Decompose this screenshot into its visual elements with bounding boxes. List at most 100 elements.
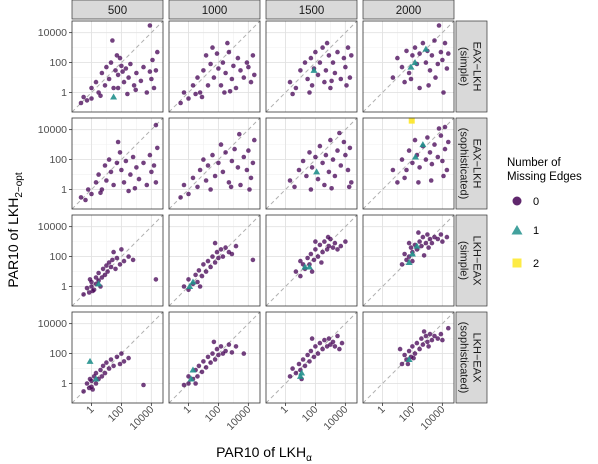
data-point <box>193 91 198 97</box>
data-point <box>110 38 115 43</box>
data-point <box>241 154 247 160</box>
data-point <box>199 369 205 375</box>
data-point <box>404 257 409 263</box>
data-point-missing-1 <box>310 66 318 73</box>
data-point <box>420 40 426 46</box>
data-point <box>203 53 209 58</box>
data-point <box>302 60 308 65</box>
data-point <box>96 172 101 177</box>
data-point <box>322 182 327 188</box>
data-point <box>203 178 209 183</box>
data-point <box>106 366 112 371</box>
data-point <box>296 167 302 173</box>
data-point <box>84 98 90 103</box>
x-tick-label: 1 <box>278 404 291 417</box>
data-point <box>205 83 211 88</box>
data-point <box>190 175 196 181</box>
data-point <box>102 370 108 376</box>
data-point <box>435 61 441 67</box>
data-point <box>210 45 215 50</box>
facet-strip-row-label-line: EAX−LKH <box>471 139 483 189</box>
data-point <box>405 361 411 367</box>
data-point <box>317 143 323 149</box>
data-point <box>130 154 136 160</box>
facet-strip-column-label: 500 <box>108 5 127 17</box>
data-point <box>155 145 160 151</box>
data-point <box>99 374 105 379</box>
data-point <box>406 70 412 76</box>
data-point <box>98 190 103 196</box>
data-point <box>324 40 330 46</box>
data-point <box>326 243 332 249</box>
data-point <box>237 131 242 137</box>
panel-border <box>71 117 164 210</box>
data-point <box>317 340 323 346</box>
data-point <box>235 165 241 170</box>
data-point <box>311 354 317 360</box>
data-point <box>427 68 433 73</box>
x-tick-label: 100 <box>397 404 418 425</box>
data-point <box>425 232 430 237</box>
data-point <box>147 23 153 28</box>
data-point-missing-1 <box>422 45 430 52</box>
data-point <box>186 277 191 282</box>
data-point <box>246 64 251 70</box>
data-point <box>304 173 309 179</box>
data-point <box>223 245 228 250</box>
data-point <box>125 91 130 97</box>
data-point <box>126 355 131 361</box>
data-point <box>417 346 422 352</box>
data-point <box>308 55 314 61</box>
data-point <box>323 68 329 73</box>
panel-border <box>362 117 455 210</box>
panel-border <box>168 117 261 210</box>
data-point <box>130 257 136 263</box>
data-point <box>343 152 348 158</box>
data-point <box>199 94 205 100</box>
data-point-missing-1 <box>413 242 421 249</box>
data-point <box>305 255 310 261</box>
data-point <box>195 184 200 190</box>
data-point <box>322 79 327 85</box>
data-point-missing-1 <box>86 357 94 364</box>
data-point <box>417 165 422 170</box>
data-point <box>339 340 345 346</box>
data-point <box>330 245 336 250</box>
data-point <box>218 247 224 252</box>
data-point <box>399 361 405 367</box>
data-point <box>421 329 427 334</box>
data-point <box>98 367 103 373</box>
legend-key-square <box>512 258 522 268</box>
data-point <box>402 352 407 358</box>
data-point <box>226 342 232 347</box>
data-point-missing-1 <box>95 280 103 287</box>
data-point <box>150 57 155 63</box>
data-point <box>446 325 451 331</box>
data-point <box>214 249 220 255</box>
data-point <box>349 180 354 185</box>
data-point <box>218 83 224 88</box>
data-point <box>126 75 131 80</box>
data-point <box>338 243 344 249</box>
facet-strip-row-label-line: LKH−EAX <box>471 333 483 383</box>
data-point <box>93 381 99 386</box>
panel-border <box>265 311 358 404</box>
data-point <box>349 53 354 58</box>
facet-strip-column-label: 2000 <box>396 5 422 17</box>
data-point <box>332 240 338 246</box>
data-point <box>117 361 123 367</box>
reference-line <box>265 311 358 404</box>
data-point <box>307 150 312 155</box>
data-point <box>226 49 232 55</box>
data-point-missing-1 <box>296 372 304 379</box>
data-point <box>345 45 351 50</box>
data-point <box>102 272 108 278</box>
data-point <box>429 337 435 343</box>
data-point <box>399 262 405 267</box>
data-point <box>323 152 329 158</box>
data-point-missing-1 <box>407 63 415 70</box>
data-point <box>309 83 315 88</box>
data-point <box>320 160 325 166</box>
data-point <box>293 370 299 376</box>
data-point <box>408 245 414 250</box>
